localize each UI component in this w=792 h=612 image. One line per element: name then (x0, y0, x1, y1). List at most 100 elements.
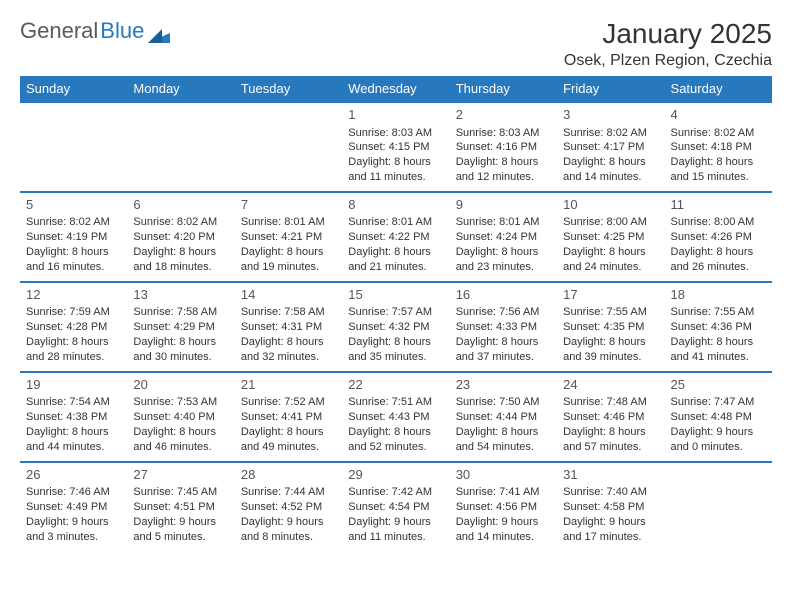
calendar-week-row: 1Sunrise: 8:03 AMSunset: 4:15 PMDaylight… (20, 102, 772, 192)
sunset-line: Sunset: 4:44 PM (456, 410, 551, 425)
daylight-line: Daylight: 8 hours and 37 minutes. (456, 335, 551, 365)
day-number: 4 (671, 106, 766, 124)
logo-text-general: General (20, 18, 98, 44)
daylight-line: Daylight: 8 hours and 41 minutes. (671, 335, 766, 365)
daylight-line: Daylight: 8 hours and 57 minutes. (563, 425, 658, 455)
daylight-line: Daylight: 9 hours and 17 minutes. (563, 515, 658, 545)
sunset-line: Sunset: 4:52 PM (241, 500, 336, 515)
daylight-line: Daylight: 8 hours and 21 minutes. (348, 245, 443, 275)
day-number: 17 (563, 286, 658, 304)
day-number: 9 (456, 196, 551, 214)
daylight-line: Daylight: 8 hours and 49 minutes. (241, 425, 336, 455)
sunset-line: Sunset: 4:19 PM (26, 230, 121, 245)
daylight-line: Daylight: 8 hours and 24 minutes. (563, 245, 658, 275)
calendar-day-cell: 24Sunrise: 7:48 AMSunset: 4:46 PMDayligh… (557, 372, 664, 462)
sunset-line: Sunset: 4:25 PM (563, 230, 658, 245)
daylight-line: Daylight: 8 hours and 15 minutes. (671, 155, 766, 185)
daylight-line: Daylight: 8 hours and 32 minutes. (241, 335, 336, 365)
day-number: 5 (26, 196, 121, 214)
sunset-line: Sunset: 4:49 PM (26, 500, 121, 515)
sunset-line: Sunset: 4:51 PM (133, 500, 228, 515)
sunrise-line: Sunrise: 8:02 AM (563, 126, 658, 141)
calendar-day-cell: 23Sunrise: 7:50 AMSunset: 4:44 PMDayligh… (450, 372, 557, 462)
daylight-line: Daylight: 9 hours and 14 minutes. (456, 515, 551, 545)
sunrise-line: Sunrise: 7:55 AM (563, 305, 658, 320)
calendar-day-cell: 16Sunrise: 7:56 AMSunset: 4:33 PMDayligh… (450, 282, 557, 372)
sunset-line: Sunset: 4:54 PM (348, 500, 443, 515)
calendar-day-cell: 15Sunrise: 7:57 AMSunset: 4:32 PMDayligh… (342, 282, 449, 372)
day-number: 18 (671, 286, 766, 304)
daylight-line: Daylight: 8 hours and 39 minutes. (563, 335, 658, 365)
day-number: 16 (456, 286, 551, 304)
weekday-header: Monday (127, 76, 234, 102)
day-number: 3 (563, 106, 658, 124)
daylight-line: Daylight: 9 hours and 5 minutes. (133, 515, 228, 545)
daylight-line: Daylight: 8 hours and 16 minutes. (26, 245, 121, 275)
calendar-day-cell: 7Sunrise: 8:01 AMSunset: 4:21 PMDaylight… (235, 192, 342, 282)
calendar-day-cell: 27Sunrise: 7:45 AMSunset: 4:51 PMDayligh… (127, 462, 234, 551)
sunrise-line: Sunrise: 7:48 AM (563, 395, 658, 410)
sunrise-line: Sunrise: 7:51 AM (348, 395, 443, 410)
day-number: 14 (241, 286, 336, 304)
daylight-line: Daylight: 8 hours and 11 minutes. (348, 155, 443, 185)
calendar-day-cell: 6Sunrise: 8:02 AMSunset: 4:20 PMDaylight… (127, 192, 234, 282)
sunrise-line: Sunrise: 7:44 AM (241, 485, 336, 500)
calendar-table: SundayMondayTuesdayWednesdayThursdayFrid… (20, 76, 772, 551)
day-number: 29 (348, 466, 443, 484)
sunset-line: Sunset: 4:58 PM (563, 500, 658, 515)
daylight-line: Daylight: 9 hours and 11 minutes. (348, 515, 443, 545)
sunrise-line: Sunrise: 8:03 AM (456, 126, 551, 141)
calendar-day-cell (235, 102, 342, 192)
day-number: 25 (671, 376, 766, 394)
day-number: 27 (133, 466, 228, 484)
daylight-line: Daylight: 8 hours and 44 minutes. (26, 425, 121, 455)
calendar-day-cell: 2Sunrise: 8:03 AMSunset: 4:16 PMDaylight… (450, 102, 557, 192)
calendar-day-cell: 8Sunrise: 8:01 AMSunset: 4:22 PMDaylight… (342, 192, 449, 282)
calendar-day-cell: 30Sunrise: 7:41 AMSunset: 4:56 PMDayligh… (450, 462, 557, 551)
day-number: 15 (348, 286, 443, 304)
sunset-line: Sunset: 4:28 PM (26, 320, 121, 335)
sunset-line: Sunset: 4:31 PM (241, 320, 336, 335)
calendar-day-cell: 29Sunrise: 7:42 AMSunset: 4:54 PMDayligh… (342, 462, 449, 551)
calendar-body: 1Sunrise: 8:03 AMSunset: 4:15 PMDaylight… (20, 102, 772, 551)
day-number: 30 (456, 466, 551, 484)
sunrise-line: Sunrise: 8:02 AM (26, 215, 121, 230)
calendar-day-cell: 10Sunrise: 8:00 AMSunset: 4:25 PMDayligh… (557, 192, 664, 282)
sunset-line: Sunset: 4:21 PM (241, 230, 336, 245)
sunrise-line: Sunrise: 8:01 AM (456, 215, 551, 230)
weekday-header: Friday (557, 76, 664, 102)
daylight-line: Daylight: 9 hours and 3 minutes. (26, 515, 121, 545)
sunrise-line: Sunrise: 7:57 AM (348, 305, 443, 320)
calendar-day-cell: 25Sunrise: 7:47 AMSunset: 4:48 PMDayligh… (665, 372, 772, 462)
calendar-week-row: 19Sunrise: 7:54 AMSunset: 4:38 PMDayligh… (20, 372, 772, 462)
sunset-line: Sunset: 4:29 PM (133, 320, 228, 335)
day-number: 8 (348, 196, 443, 214)
calendar-day-cell (20, 102, 127, 192)
calendar-day-cell: 22Sunrise: 7:51 AMSunset: 4:43 PMDayligh… (342, 372, 449, 462)
sunrise-line: Sunrise: 7:53 AM (133, 395, 228, 410)
sunset-line: Sunset: 4:46 PM (563, 410, 658, 425)
daylight-line: Daylight: 8 hours and 26 minutes. (671, 245, 766, 275)
sunrise-line: Sunrise: 7:58 AM (133, 305, 228, 320)
sunrise-line: Sunrise: 7:52 AM (241, 395, 336, 410)
calendar-day-cell: 26Sunrise: 7:46 AMSunset: 4:49 PMDayligh… (20, 462, 127, 551)
sunrise-line: Sunrise: 7:50 AM (456, 395, 551, 410)
sunset-line: Sunset: 4:56 PM (456, 500, 551, 515)
sunset-line: Sunset: 4:33 PM (456, 320, 551, 335)
calendar-day-cell: 18Sunrise: 7:55 AMSunset: 4:36 PMDayligh… (665, 282, 772, 372)
day-number: 31 (563, 466, 658, 484)
daylight-line: Daylight: 8 hours and 35 minutes. (348, 335, 443, 365)
sunset-line: Sunset: 4:22 PM (348, 230, 443, 245)
calendar-day-cell: 3Sunrise: 8:02 AMSunset: 4:17 PMDaylight… (557, 102, 664, 192)
sunrise-line: Sunrise: 8:02 AM (671, 126, 766, 141)
calendar-day-cell: 11Sunrise: 8:00 AMSunset: 4:26 PMDayligh… (665, 192, 772, 282)
day-number: 19 (26, 376, 121, 394)
day-number: 1 (348, 106, 443, 124)
sunrise-line: Sunrise: 7:45 AM (133, 485, 228, 500)
daylight-line: Daylight: 8 hours and 52 minutes. (348, 425, 443, 455)
day-number: 12 (26, 286, 121, 304)
sunset-line: Sunset: 4:17 PM (563, 140, 658, 155)
sunrise-line: Sunrise: 8:03 AM (348, 126, 443, 141)
sunset-line: Sunset: 4:40 PM (133, 410, 228, 425)
sunrise-line: Sunrise: 7:59 AM (26, 305, 121, 320)
